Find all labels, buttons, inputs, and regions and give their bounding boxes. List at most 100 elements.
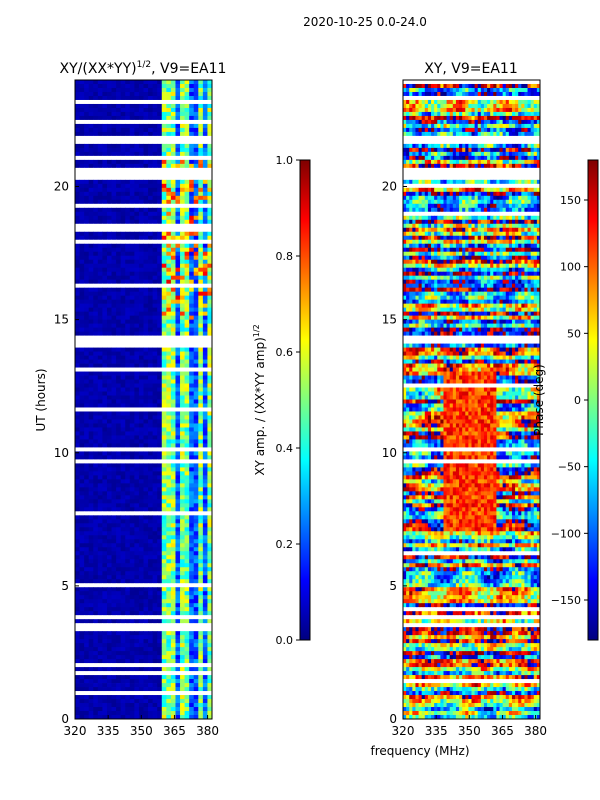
- heatmap-cell: [170, 523, 176, 528]
- heatmap-cell: [111, 431, 117, 436]
- heatmap-cell: [143, 567, 149, 572]
- heatmap-cell: [166, 375, 172, 380]
- heatmap-cell: [157, 387, 163, 392]
- heatmap-cell: [198, 183, 204, 189]
- heatmap-cell: [129, 471, 135, 476]
- heatmap-cell: [111, 659, 117, 664]
- heatmap-cell: [84, 715, 90, 720]
- heatmap-cell: [193, 539, 199, 544]
- heatmap-cell: [499, 80, 504, 85]
- heatmap-cell: [88, 91, 94, 97]
- heatmap-cell: [193, 243, 199, 249]
- heatmap-cell: [184, 203, 190, 209]
- heatmap-cell: [84, 687, 90, 692]
- heatmap-cell: [97, 379, 103, 384]
- heatmap-cell: [106, 479, 112, 484]
- heatmap-cell: [116, 463, 122, 468]
- heatmap-cell: [129, 403, 135, 408]
- heatmap-cell: [111, 115, 117, 121]
- heatmap-cell: [170, 491, 176, 496]
- heatmap-cell: [207, 647, 213, 652]
- heatmap-cell: [88, 339, 94, 344]
- heatmap-cell: [106, 343, 112, 348]
- heatmap-cell: [170, 211, 176, 217]
- heatmap-cell: [508, 80, 513, 85]
- heatmap-cell: [415, 87, 419, 93]
- heatmap-cell: [84, 647, 90, 652]
- heatmap-cell: [134, 443, 140, 448]
- heatmap-cell: [102, 187, 108, 193]
- heatmap-cell: [193, 663, 199, 668]
- heatmap-cell: [180, 487, 185, 492]
- heatmap-cell: [138, 115, 144, 121]
- heatmap-cell: [198, 607, 204, 612]
- heatmap-cell: [116, 615, 122, 620]
- heatmap-cell: [93, 311, 99, 317]
- heatmap-cell: [111, 623, 117, 628]
- heatmap-cell: [170, 459, 176, 464]
- heatmap-cell: [175, 295, 181, 301]
- heatmap-cell: [189, 343, 195, 348]
- heatmap-cell: [161, 107, 167, 113]
- heatmap-cell: [148, 191, 154, 197]
- heatmap-cell: [161, 419, 167, 424]
- heatmap-cell: [125, 471, 131, 476]
- heatmap-cell: [134, 627, 140, 632]
- heatmap-cell: [93, 515, 99, 520]
- heatmap-cell: [106, 215, 112, 221]
- heatmap-cell: [166, 455, 172, 460]
- heatmap-cell: [75, 579, 80, 584]
- heatmap-cell: [88, 711, 94, 716]
- heatmap-cell: [207, 519, 213, 524]
- heatmap-cell: [120, 155, 126, 161]
- heatmap-cell: [138, 415, 144, 420]
- heatmap-cell: [93, 235, 99, 241]
- heatmap-cell: [143, 479, 149, 484]
- heatmap-cell: [106, 151, 112, 157]
- heatmap-cell: [93, 215, 99, 221]
- heatmap-cell: [161, 527, 167, 532]
- heatmap-cell: [106, 431, 112, 436]
- heatmap-cell: [138, 683, 144, 688]
- heatmap-cell: [88, 80, 94, 85]
- heatmap-cell: [97, 223, 103, 229]
- heatmap-cell: [106, 515, 112, 520]
- heatmap-cell: [193, 603, 199, 608]
- heatmap-cell: [175, 227, 181, 233]
- heatmap-cell: [79, 227, 85, 233]
- heatmap-cell: [157, 463, 163, 468]
- heatmap-cell: [180, 595, 185, 600]
- heatmap-cell: [157, 455, 163, 460]
- heatmap-cell: [161, 503, 167, 508]
- heatmap-cell: [166, 631, 172, 636]
- heatmap-cell: [116, 407, 122, 412]
- heatmap-cell: [93, 423, 99, 428]
- heatmap-cell: [97, 703, 103, 708]
- heatmap-cell: [202, 479, 208, 484]
- heatmap-cell: [93, 523, 99, 528]
- heatmap-cell: [170, 151, 176, 157]
- heatmap-cell: [84, 531, 90, 536]
- heatmap-cell: [184, 435, 190, 440]
- heatmap-cell: [148, 567, 154, 572]
- heatmap-cell: [143, 211, 149, 217]
- heatmap-cell: [138, 491, 144, 496]
- heatmap-cell: [157, 411, 163, 416]
- heatmap-cell: [161, 591, 167, 596]
- heatmap-cell: [148, 515, 154, 520]
- heatmap-cell: [152, 371, 158, 376]
- heatmap-cell: [106, 319, 112, 325]
- heatmap-cell: [102, 259, 108, 265]
- heatmap-cell: [157, 459, 163, 464]
- heatmap-cell: [143, 327, 149, 332]
- heatmap-cell: [434, 87, 438, 93]
- heatmap-cell: [88, 591, 94, 596]
- heatmap-cell: [161, 659, 167, 664]
- heatmap-cell: [170, 355, 176, 360]
- heatmap-cell: [166, 227, 172, 233]
- heatmap-cell: [175, 363, 181, 368]
- heatmap-cell: [93, 587, 99, 592]
- heatmap-cell: [180, 223, 185, 229]
- heatmap-cell: [111, 107, 117, 113]
- heatmap-cell: [184, 175, 190, 181]
